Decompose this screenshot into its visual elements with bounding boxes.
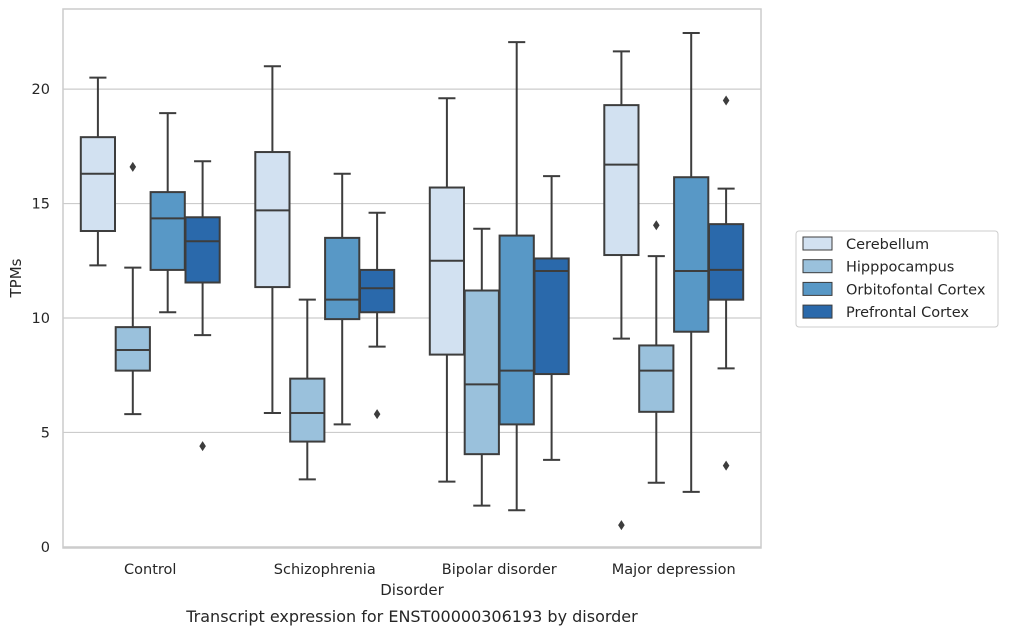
box-iqr [358, 268, 396, 314]
plot-area [62, 8, 762, 549]
legend-label: Orbitofontal Cortex [846, 282, 986, 298]
x-tick-label: Control [124, 562, 176, 578]
box-layer [79, 32, 745, 531]
box-iqr [603, 104, 640, 257]
outlier-point [653, 220, 660, 231]
box-prefrontal-cortex-2 [533, 175, 570, 461]
box-iqr [498, 234, 535, 426]
box-hipppocampus-2 [463, 227, 500, 507]
box-hipppocampus-0 [114, 161, 151, 416]
legend-frame [795, 230, 999, 328]
box-iqr [184, 216, 221, 284]
box-hipppocampus-3 [638, 220, 675, 484]
box-iqr [533, 257, 570, 376]
box-prefrontal-cortex-0 [184, 160, 221, 452]
y-axis-label: TPMs [7, 258, 25, 298]
legend-label: Prefrontal Cortex [846, 305, 969, 321]
x-tick-label: Bipolar disorder [442, 562, 557, 578]
box-iqr [324, 236, 361, 321]
box-iqr [254, 151, 291, 289]
box-iqr [707, 223, 745, 301]
x-tick-label: Schizophrenia [274, 562, 376, 578]
box-cerebellum-3 [603, 50, 640, 531]
box-cerebellum-2 [428, 97, 466, 483]
outlier-point [199, 441, 206, 452]
outlier-point [373, 409, 381, 420]
x-tick-label: Major depression [612, 562, 736, 578]
box-orbitofontal-cortex-2 [498, 41, 535, 512]
x-axis-label: Disorder [380, 581, 444, 599]
box-iqr [428, 186, 466, 356]
outlier-point [618, 520, 625, 531]
y-tick-label: 10 [32, 311, 50, 327]
box-iqr [673, 176, 710, 333]
y-tick-label: 15 [32, 197, 50, 213]
legend-label: Cerebellum [846, 237, 929, 253]
outlier-point [722, 95, 730, 106]
box-prefrontal-cortex-1 [358, 211, 396, 420]
legend: Cerebellum Hipppocampus Orbitofontal Corte… [795, 230, 999, 328]
legend-swatch [802, 259, 833, 274]
outlier-point [129, 161, 137, 172]
y-tick-label: 20 [32, 82, 50, 98]
y-axis-ticks: 0 5 10 15 20 [32, 82, 50, 556]
box-hipppocampus-1 [289, 298, 326, 481]
outlier-point [722, 460, 730, 471]
box-orbitofontal-cortex-3 [673, 32, 710, 493]
box-iqr [149, 191, 186, 271]
legend-label: Hipppocampus [846, 260, 954, 276]
box-orbitofontal-cortex-1 [324, 172, 361, 426]
box-iqr [289, 377, 326, 443]
figure-caption: Transcript expression for ENST0000030619… [185, 607, 638, 626]
box-iqr [463, 289, 500, 456]
box-iqr [79, 136, 117, 233]
box-iqr [638, 344, 675, 413]
legend-swatch [802, 281, 833, 296]
box-prefrontal-cortex-3 [707, 95, 745, 471]
box-iqr [114, 326, 151, 372]
box-cerebellum-0 [79, 76, 117, 267]
y-tick-label: 5 [41, 425, 50, 441]
y-tick-label: 0 [41, 540, 50, 556]
box-orbitofontal-cortex-0 [149, 112, 186, 314]
x-axis-ticks: Control Schizophrenia Bipolar disorder Majo… [124, 562, 736, 578]
legend-swatch [802, 304, 833, 319]
box-cerebellum-1 [254, 65, 291, 414]
legend-swatch [802, 236, 833, 251]
